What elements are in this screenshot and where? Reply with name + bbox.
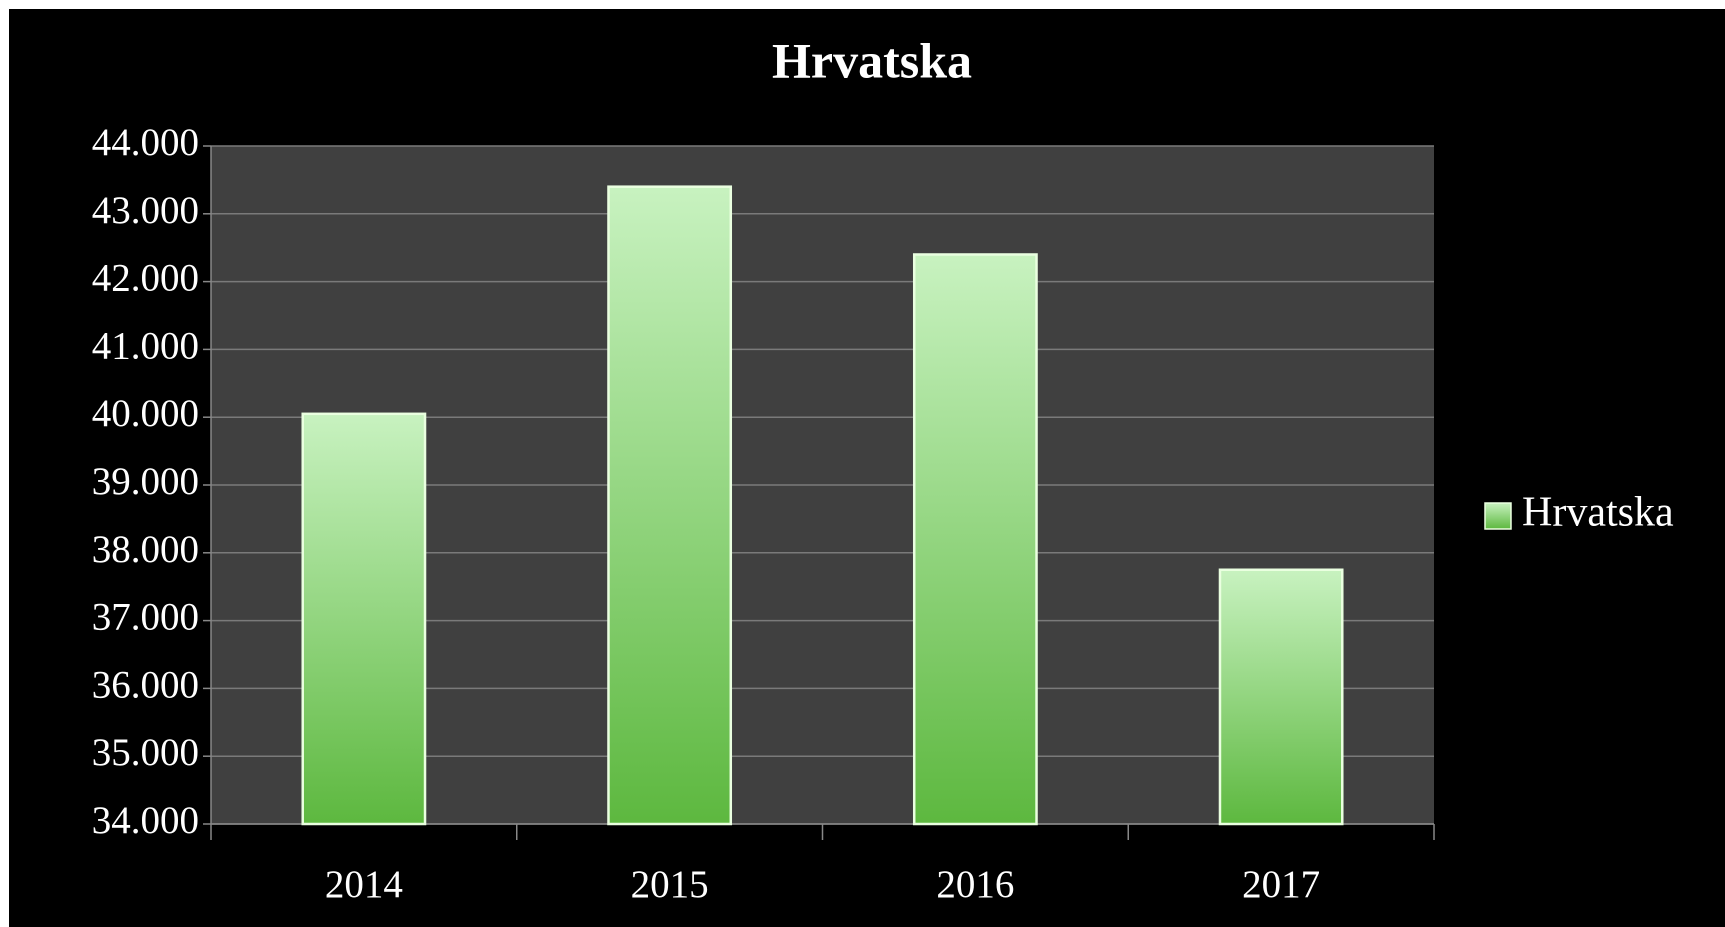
x-tick-label: 2016 [936,863,1014,906]
chart-title: Hrvatska [772,32,972,88]
y-tick-label: 41.000 [92,324,199,367]
y-tick-label: 36.000 [92,663,199,706]
y-tick-label: 39.000 [92,460,199,503]
y-tick-label: 38.000 [92,528,199,571]
legend-label: Hrvatska [1522,490,1674,536]
x-tick-label: 2015 [631,863,709,906]
x-tick-label: 2014 [325,863,403,906]
y-tick-label: 34.000 [92,799,199,842]
y-tick-label: 40.000 [92,392,199,435]
bar [301,412,427,826]
y-tick-label: 43.000 [92,189,199,232]
y-tick-label: 35.000 [92,731,199,774]
y-tick-label: 42.000 [92,257,199,300]
bar [912,253,1038,826]
bar [607,185,733,826]
legend-swatch [1484,502,1512,530]
y-tick-label: 44.000 [92,121,199,164]
y-tick-label: 37.000 [92,596,199,639]
x-tick-label: 2017 [1242,863,1320,906]
bar [1218,568,1344,826]
